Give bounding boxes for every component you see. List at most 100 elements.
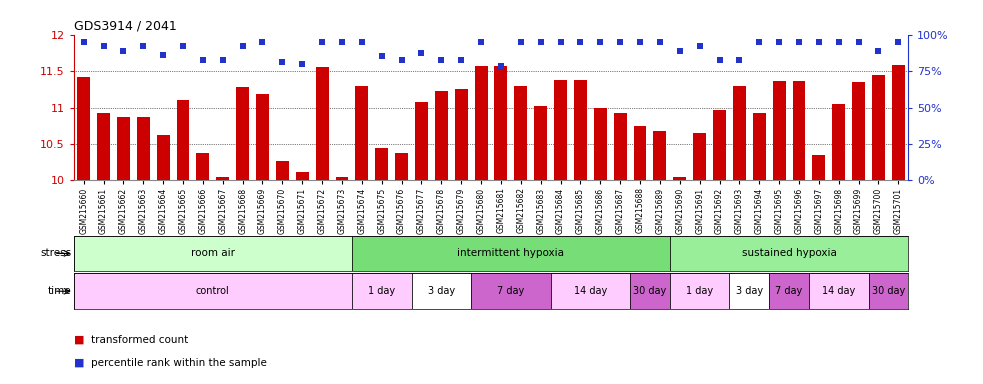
Bar (574, 80, 587, 180)
Point (712, 57, 727, 63)
Bar (74, 236, 352, 271)
Point (891, 39, 906, 45)
Point (394, 57, 410, 63)
Bar (78, 77, 90, 180)
Point (334, 39, 350, 45)
Bar (769, 273, 809, 309)
Point (692, 43, 708, 49)
Text: ■: ■ (74, 335, 85, 345)
Text: 30 day: 30 day (872, 286, 905, 296)
Text: 30 day: 30 day (633, 286, 666, 296)
Point (513, 39, 529, 45)
Bar (733, 86, 746, 180)
Bar (97, 113, 110, 180)
Text: intermittent hypoxia: intermittent hypoxia (457, 248, 564, 258)
Bar (276, 161, 289, 180)
Bar (316, 68, 328, 180)
Bar (634, 126, 647, 180)
Point (453, 57, 469, 63)
Point (772, 39, 787, 45)
Bar (475, 66, 488, 180)
Text: 14 day: 14 day (574, 286, 607, 296)
Point (434, 57, 449, 63)
Bar (613, 113, 626, 180)
Point (811, 39, 827, 45)
Point (195, 57, 210, 63)
Bar (514, 86, 527, 180)
Point (414, 50, 430, 56)
Bar (197, 153, 209, 180)
Bar (177, 100, 190, 180)
Point (294, 61, 310, 67)
Bar (693, 133, 706, 180)
Bar (869, 273, 908, 309)
Bar (812, 155, 826, 180)
Text: transformed count: transformed count (91, 335, 189, 345)
Point (235, 43, 251, 49)
Text: GDS3914 / 2041: GDS3914 / 2041 (74, 20, 177, 33)
Point (116, 48, 132, 54)
Bar (376, 148, 388, 180)
Bar (554, 80, 567, 180)
Point (593, 39, 608, 45)
Point (215, 57, 231, 63)
Bar (630, 273, 669, 309)
Text: 7 day: 7 day (497, 286, 525, 296)
Text: 14 day: 14 day (822, 286, 855, 296)
Point (831, 39, 846, 45)
Bar (852, 82, 865, 180)
Bar (455, 89, 468, 180)
Text: ■: ■ (74, 358, 85, 368)
Bar (833, 104, 845, 180)
Bar (335, 177, 348, 180)
Bar (415, 102, 428, 180)
Point (672, 48, 688, 54)
Bar (669, 273, 729, 309)
Text: 3 day: 3 day (428, 286, 455, 296)
Bar (550, 273, 630, 309)
Text: stress: stress (40, 248, 72, 258)
Point (652, 39, 667, 45)
Point (255, 39, 270, 45)
Point (473, 39, 489, 45)
Point (632, 39, 648, 45)
Point (155, 52, 171, 58)
Point (136, 43, 151, 49)
Bar (534, 106, 548, 180)
Bar (892, 65, 904, 180)
Point (731, 57, 747, 63)
Point (175, 43, 191, 49)
Point (751, 39, 767, 45)
Text: 3 day: 3 day (735, 286, 763, 296)
Point (374, 53, 389, 60)
Point (274, 58, 290, 65)
Bar (296, 172, 309, 180)
Bar (673, 177, 686, 180)
Point (572, 39, 588, 45)
Bar (236, 87, 249, 180)
Text: percentile rank within the sample: percentile rank within the sample (91, 358, 267, 368)
Bar (471, 273, 550, 309)
Bar (729, 273, 769, 309)
Bar (792, 81, 805, 180)
Bar (753, 113, 766, 180)
Point (533, 39, 549, 45)
Bar (74, 273, 352, 309)
Point (95, 43, 111, 49)
Point (76, 39, 91, 45)
Point (871, 48, 887, 54)
Point (552, 39, 568, 45)
Text: time: time (48, 286, 72, 296)
Bar (773, 81, 785, 180)
Bar (713, 110, 726, 180)
Point (791, 39, 807, 45)
Bar (352, 273, 412, 309)
Bar (494, 66, 507, 180)
Bar (352, 236, 669, 271)
Point (493, 63, 509, 69)
Bar (256, 94, 269, 180)
Bar (809, 273, 869, 309)
Bar (137, 117, 149, 180)
Point (315, 39, 330, 45)
Text: sustained hypoxia: sustained hypoxia (741, 248, 837, 258)
